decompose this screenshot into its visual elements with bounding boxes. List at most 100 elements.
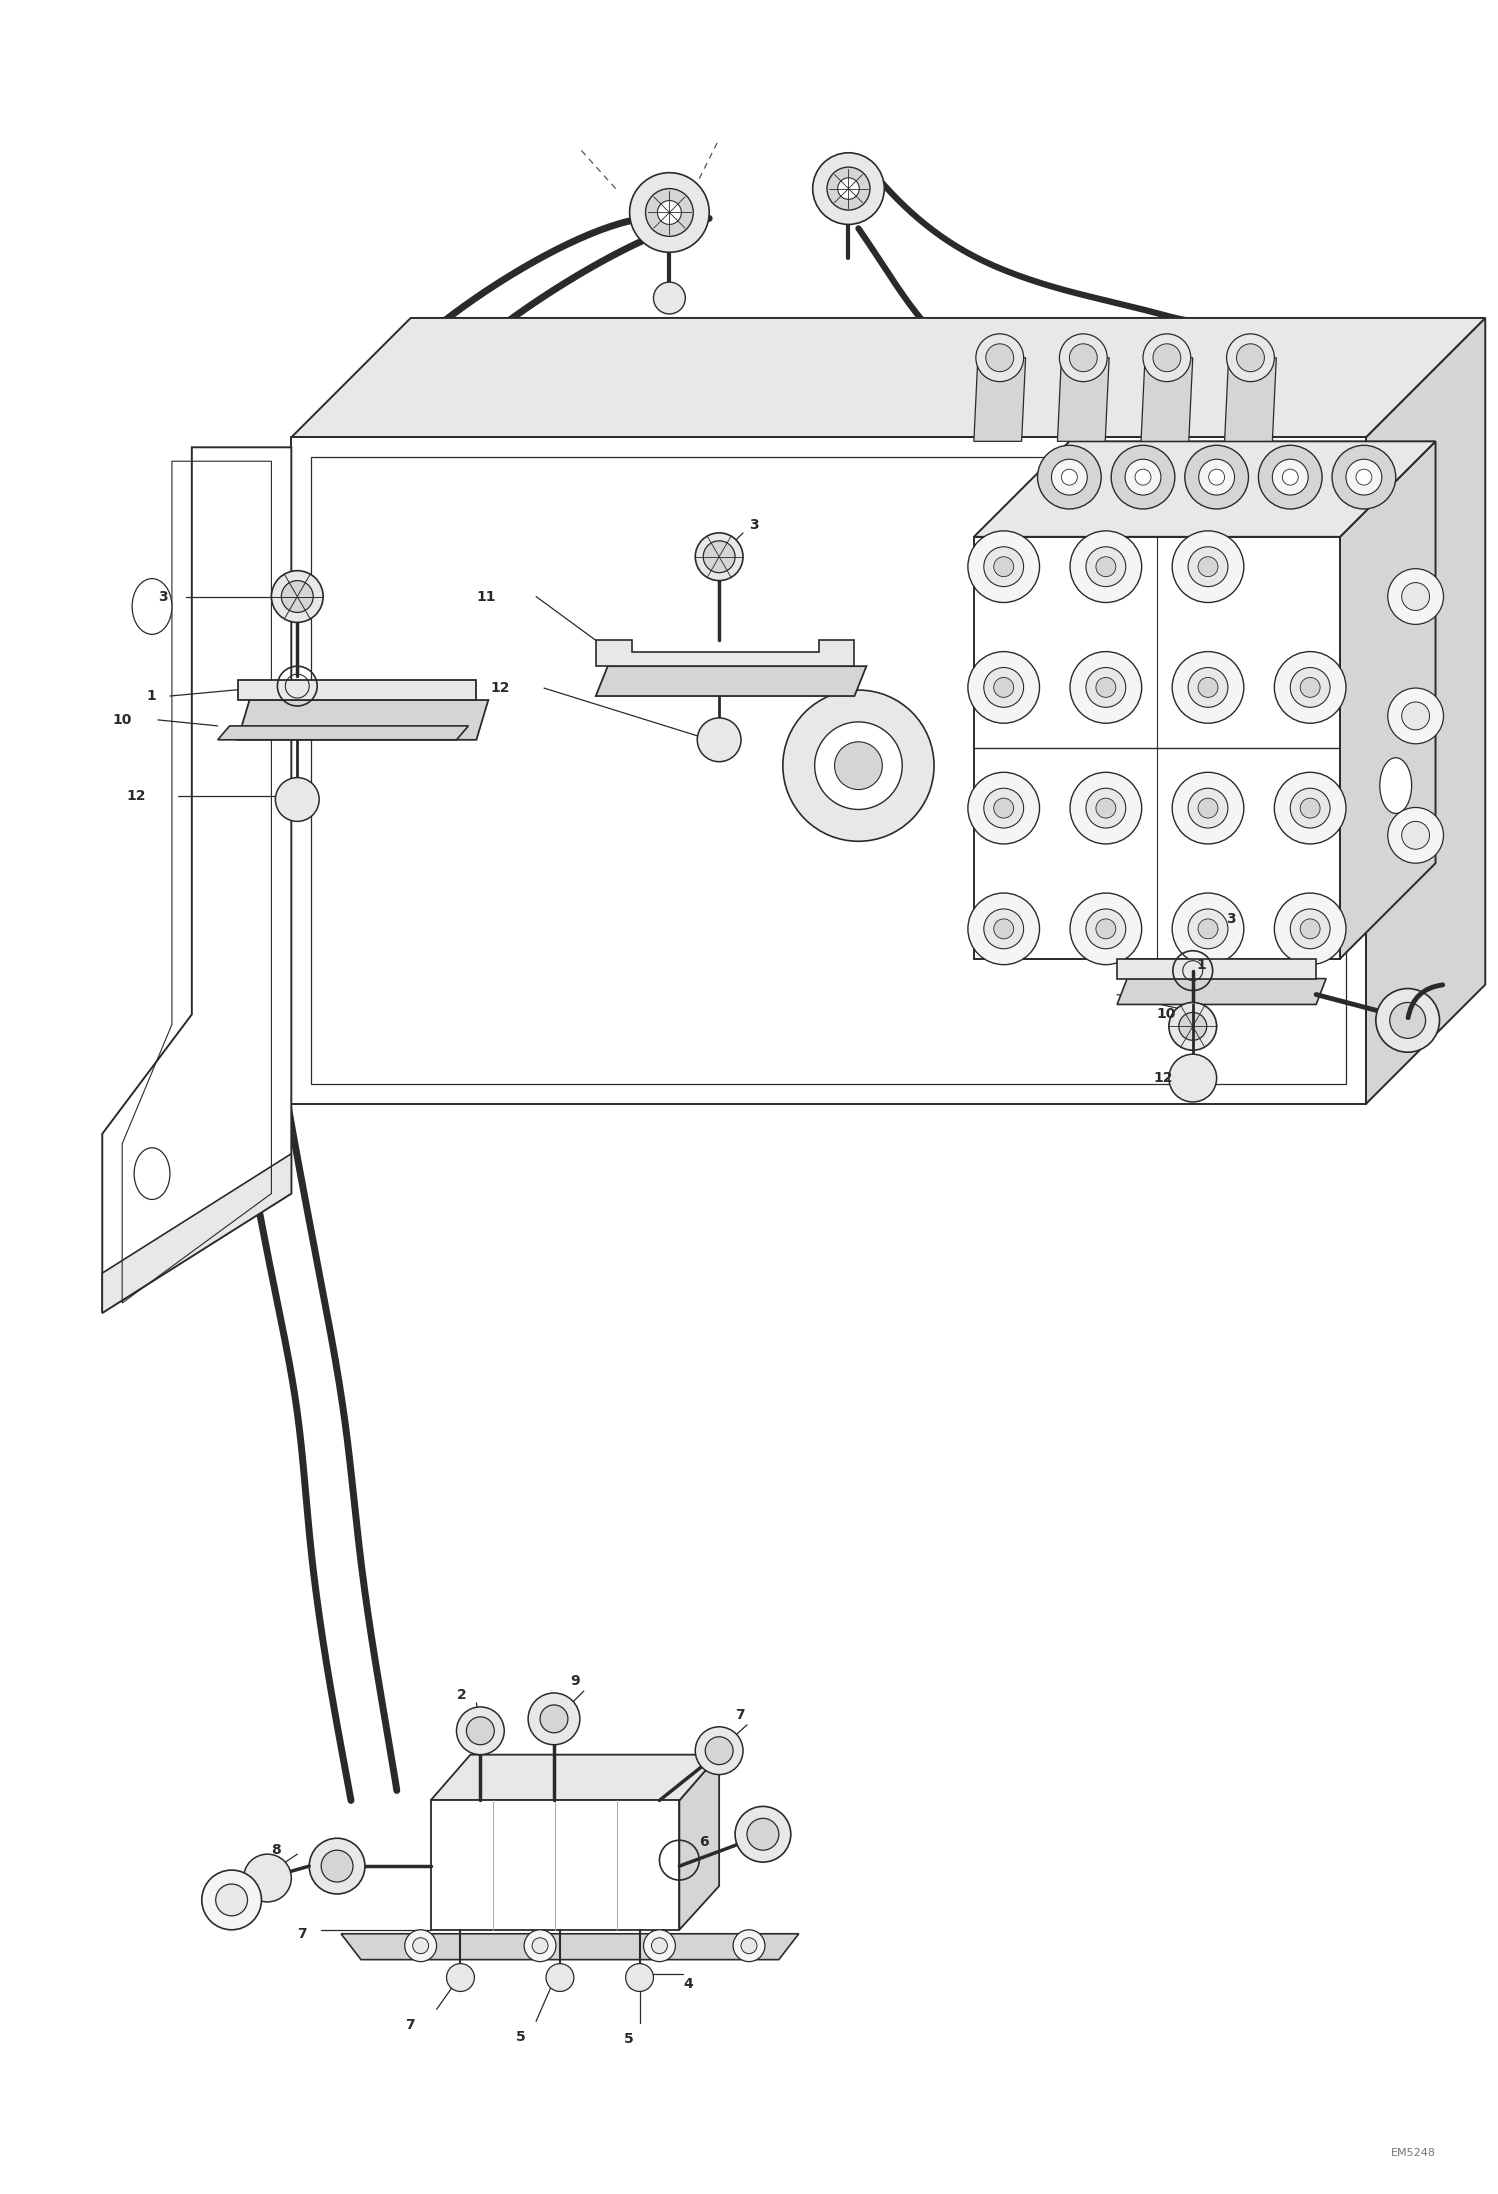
Circle shape xyxy=(652,1937,668,1953)
Circle shape xyxy=(309,1839,366,1893)
Circle shape xyxy=(626,1964,653,1992)
Circle shape xyxy=(986,344,1014,371)
Circle shape xyxy=(993,557,1014,577)
Text: 3: 3 xyxy=(749,518,758,531)
Circle shape xyxy=(834,742,882,790)
Circle shape xyxy=(1275,652,1347,724)
Polygon shape xyxy=(291,318,1486,437)
Circle shape xyxy=(1387,689,1444,744)
Circle shape xyxy=(1332,445,1396,509)
Circle shape xyxy=(547,1964,574,1992)
Circle shape xyxy=(1300,678,1320,698)
Circle shape xyxy=(446,1964,475,1992)
Text: 6: 6 xyxy=(700,1834,709,1850)
Circle shape xyxy=(1125,459,1161,496)
Circle shape xyxy=(1198,799,1218,818)
Circle shape xyxy=(529,1694,580,1744)
Polygon shape xyxy=(238,700,488,739)
Polygon shape xyxy=(238,680,476,700)
Ellipse shape xyxy=(1380,757,1411,814)
Circle shape xyxy=(1097,557,1116,577)
Circle shape xyxy=(1290,667,1330,706)
Circle shape xyxy=(1173,531,1243,603)
Circle shape xyxy=(1168,1053,1216,1101)
Circle shape xyxy=(813,154,884,224)
Circle shape xyxy=(1198,919,1218,939)
Text: 7: 7 xyxy=(736,1707,745,1722)
Circle shape xyxy=(1258,445,1323,509)
Circle shape xyxy=(1153,344,1180,371)
Circle shape xyxy=(1188,788,1228,827)
Circle shape xyxy=(1402,821,1429,849)
Circle shape xyxy=(1185,445,1248,509)
Polygon shape xyxy=(291,437,1366,1104)
Text: 3: 3 xyxy=(1227,913,1236,926)
Polygon shape xyxy=(102,1154,291,1312)
Text: 9: 9 xyxy=(569,1674,580,1687)
Text: 5: 5 xyxy=(623,2032,634,2047)
Circle shape xyxy=(1070,531,1141,603)
Circle shape xyxy=(1086,908,1126,948)
Circle shape xyxy=(1086,546,1126,586)
Circle shape xyxy=(1070,772,1141,845)
Polygon shape xyxy=(430,1755,719,1801)
Circle shape xyxy=(653,283,685,314)
Circle shape xyxy=(968,893,1040,965)
Text: 12: 12 xyxy=(1153,1071,1173,1086)
Circle shape xyxy=(742,1937,756,1953)
Circle shape xyxy=(1070,344,1097,371)
Circle shape xyxy=(706,1738,733,1764)
Text: 12: 12 xyxy=(126,788,145,803)
Circle shape xyxy=(1198,678,1218,698)
Circle shape xyxy=(413,1937,428,1953)
Circle shape xyxy=(1188,546,1228,586)
Circle shape xyxy=(1209,470,1224,485)
Circle shape xyxy=(1097,678,1116,698)
Circle shape xyxy=(984,788,1023,827)
Circle shape xyxy=(1086,788,1126,827)
Polygon shape xyxy=(342,1933,798,1959)
Circle shape xyxy=(1168,1003,1216,1051)
Circle shape xyxy=(837,178,860,200)
Circle shape xyxy=(457,1707,505,1755)
Circle shape xyxy=(1375,989,1440,1053)
Text: 1: 1 xyxy=(145,689,156,702)
Polygon shape xyxy=(430,1801,680,1931)
Circle shape xyxy=(993,919,1014,939)
Circle shape xyxy=(695,1727,743,1775)
Circle shape xyxy=(646,189,694,237)
Circle shape xyxy=(1059,333,1107,382)
Circle shape xyxy=(1070,893,1141,965)
Circle shape xyxy=(733,1931,765,1961)
Polygon shape xyxy=(1224,358,1276,441)
Circle shape xyxy=(1112,445,1174,509)
Circle shape xyxy=(1097,799,1116,818)
Circle shape xyxy=(1227,333,1275,382)
Circle shape xyxy=(1086,667,1126,706)
Polygon shape xyxy=(1118,959,1317,979)
Circle shape xyxy=(1390,1003,1426,1038)
Circle shape xyxy=(1188,908,1228,948)
Text: 3: 3 xyxy=(157,590,168,603)
Circle shape xyxy=(276,777,319,821)
Circle shape xyxy=(1143,333,1191,382)
Circle shape xyxy=(1402,584,1429,610)
Circle shape xyxy=(968,531,1040,603)
Circle shape xyxy=(1402,702,1429,731)
Circle shape xyxy=(1062,470,1077,485)
Circle shape xyxy=(968,652,1040,724)
Circle shape xyxy=(1198,557,1218,577)
Text: 8: 8 xyxy=(271,1843,282,1856)
Circle shape xyxy=(748,1819,779,1850)
Circle shape xyxy=(1179,1011,1207,1040)
Circle shape xyxy=(695,533,743,581)
Circle shape xyxy=(1052,459,1088,496)
Circle shape xyxy=(783,691,935,840)
Text: 7: 7 xyxy=(297,1926,307,1942)
Circle shape xyxy=(1173,893,1243,965)
Text: EM5248: EM5248 xyxy=(1390,2148,1435,2157)
Circle shape xyxy=(1198,459,1234,496)
Circle shape xyxy=(524,1931,556,1961)
Circle shape xyxy=(815,722,902,810)
Circle shape xyxy=(984,546,1023,586)
